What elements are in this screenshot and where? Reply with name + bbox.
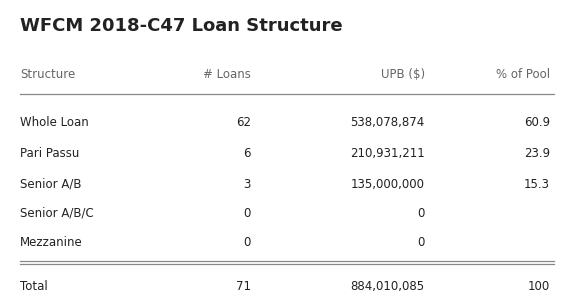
Text: 100: 100 (528, 280, 550, 293)
Text: 0: 0 (243, 236, 251, 249)
Text: 71: 71 (236, 280, 251, 293)
Text: % of Pool: % of Pool (496, 68, 550, 81)
Text: 135,000,000: 135,000,000 (351, 178, 425, 191)
Text: WFCM 2018-C47 Loan Structure: WFCM 2018-C47 Loan Structure (20, 17, 343, 35)
Text: 538,078,874: 538,078,874 (351, 116, 425, 129)
Text: UPB ($): UPB ($) (381, 68, 425, 81)
Text: 15.3: 15.3 (524, 178, 550, 191)
Text: Structure: Structure (20, 68, 75, 81)
Text: Mezzanine: Mezzanine (20, 236, 83, 249)
Text: # Loans: # Loans (203, 68, 251, 81)
Text: 6: 6 (243, 147, 251, 160)
Text: 60.9: 60.9 (524, 116, 550, 129)
Text: 23.9: 23.9 (524, 147, 550, 160)
Text: Senior A/B/C: Senior A/B/C (20, 207, 93, 220)
Text: 884,010,085: 884,010,085 (351, 280, 425, 293)
Text: 0: 0 (243, 207, 251, 220)
Text: 62: 62 (236, 116, 251, 129)
Text: 0: 0 (417, 207, 425, 220)
Text: 3: 3 (243, 178, 251, 191)
Text: 0: 0 (417, 236, 425, 249)
Text: 210,931,211: 210,931,211 (350, 147, 425, 160)
Text: Whole Loan: Whole Loan (20, 116, 89, 129)
Text: Senior A/B: Senior A/B (20, 178, 82, 191)
Text: Pari Passu: Pari Passu (20, 147, 79, 160)
Text: Total: Total (20, 280, 48, 293)
